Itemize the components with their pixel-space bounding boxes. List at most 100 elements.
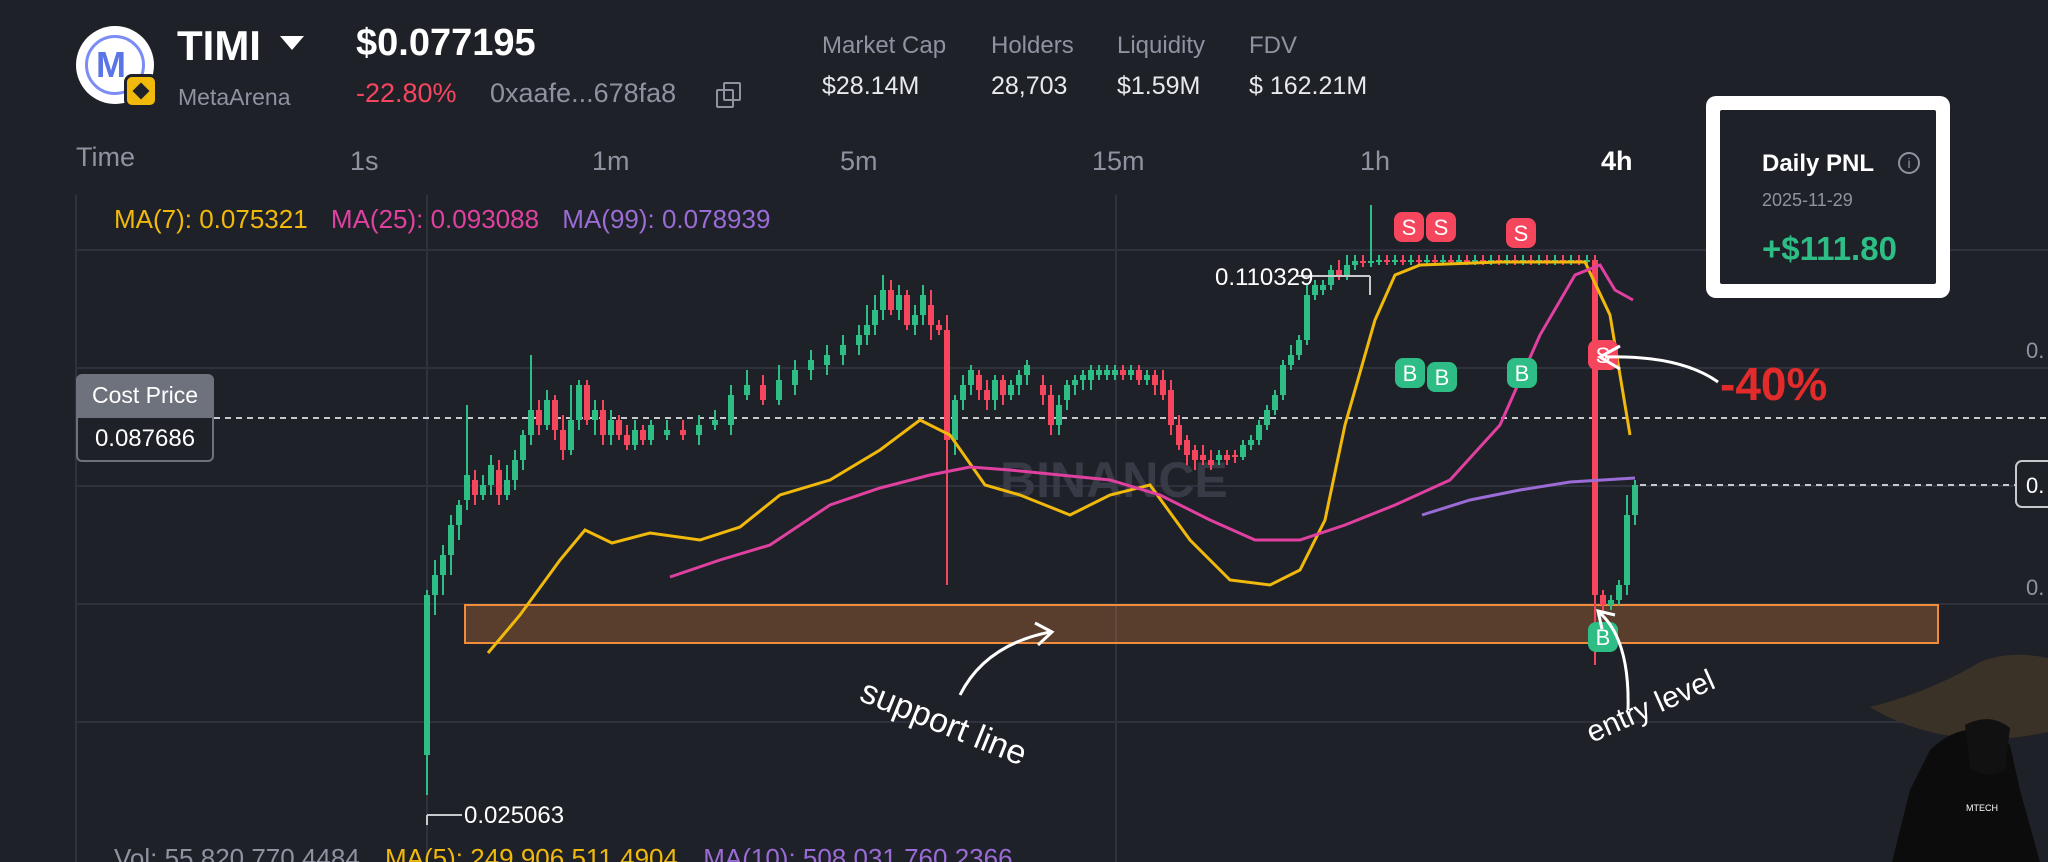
entry-arrow-head <box>1596 608 1616 630</box>
candle-body <box>1592 260 1598 595</box>
candle-body <box>1216 455 1222 460</box>
axis-label: 0. <box>2026 575 2044 600</box>
candle-body <box>1368 261 1374 263</box>
vol-ma10-label: MA(10): 508,031,760.2366 <box>703 843 1012 862</box>
candle-body <box>712 420 718 425</box>
candle-body <box>968 370 974 385</box>
stat-label-fdv: FDV <box>1249 32 1297 59</box>
candle-body <box>432 575 438 595</box>
tab-4h[interactable]: 4h <box>1601 146 1633 176</box>
buy-marker-badge <box>1588 622 1618 652</box>
copy-icon[interactable] <box>716 82 741 108</box>
candle-body <box>496 470 502 495</box>
buy-marker-label: B <box>1403 361 1418 386</box>
candle-body <box>928 305 934 325</box>
candle-body <box>1632 485 1638 515</box>
candle-body <box>1360 261 1366 263</box>
entry-arrow <box>1598 611 1630 711</box>
high-label: 0.110329 <box>1215 264 1313 291</box>
tab-1s[interactable]: 1s <box>350 146 379 176</box>
candle-body <box>488 465 494 485</box>
support-zone <box>464 604 1939 644</box>
candle-body <box>1408 260 1414 262</box>
bnb-chain-icon <box>124 74 158 108</box>
caret-down-icon[interactable] <box>280 36 304 50</box>
candle-body <box>944 330 950 440</box>
candle-body <box>464 475 470 500</box>
tab-15m[interactable]: 15m <box>1092 146 1145 176</box>
vol-label: Vol: 55,820,770.4484 <box>114 843 360 862</box>
sell-marker: S <box>1506 218 1536 248</box>
token-logo: M <box>76 26 154 104</box>
candle-body <box>584 385 590 420</box>
tab-1h[interactable]: 1h <box>1360 146 1391 176</box>
candle-body <box>1096 370 1102 375</box>
support-arrow-head <box>1034 621 1055 647</box>
candle-body <box>1120 370 1126 375</box>
candle-body <box>1400 260 1406 262</box>
drop-arrow-head <box>1596 344 1621 371</box>
candle-body <box>824 355 830 365</box>
candle-body <box>1392 260 1398 262</box>
token-symbol[interactable]: TIMI <box>177 22 261 69</box>
sell-marker: S <box>1426 212 1456 242</box>
contract-address: 0xaafe...678fa8 <box>490 78 677 108</box>
candle-body <box>992 380 998 400</box>
candle-body <box>1056 405 1062 425</box>
sell-marker-badge <box>1506 218 1536 248</box>
candle-body <box>1456 260 1462 262</box>
tab-1m[interactable]: 1m <box>592 146 630 176</box>
candle-body <box>1440 260 1446 262</box>
vol-ma5-label: MA(5): 249,906,511.4904 <box>385 843 678 862</box>
drop-label: -40% <box>1720 358 1827 410</box>
candle-body <box>912 315 918 325</box>
sell-marker-badge <box>1426 212 1456 242</box>
candle-body <box>904 295 910 325</box>
candle-body <box>1280 365 1286 395</box>
candle-body <box>1088 370 1094 380</box>
buy-marker-label: B <box>1515 361 1530 386</box>
token-price: $0.077195 <box>356 22 536 64</box>
candle-body <box>1448 260 1454 262</box>
candle-body <box>1424 260 1430 262</box>
candle-body <box>576 385 582 420</box>
candlestick-chart[interactable]: BINANCE 0.110329 0.025063 S S SSB B BB suppo… <box>0 195 2048 862</box>
candle-body <box>1600 595 1606 605</box>
candle-body <box>680 430 686 435</box>
candle-body <box>1344 265 1350 275</box>
candle-body <box>1352 261 1358 265</box>
sell-marker: S <box>1394 212 1424 242</box>
candle-body <box>528 410 534 435</box>
candle-body <box>952 400 958 440</box>
candle-body <box>440 555 446 575</box>
candle-body <box>1128 370 1134 375</box>
candle-body <box>1608 600 1614 605</box>
candle-body <box>1192 450 1198 460</box>
candle-body <box>856 335 862 345</box>
sell-marker-badge <box>1394 212 1424 242</box>
candle-body <box>1104 370 1110 375</box>
candle-body <box>520 435 526 460</box>
candle-body <box>1624 515 1630 585</box>
candle-body <box>1208 460 1214 465</box>
candle-body <box>1312 285 1318 295</box>
candle-body <box>896 295 902 310</box>
tab-5m[interactable]: 5m <box>840 146 878 176</box>
candle-body <box>976 375 982 390</box>
time-label: Time <box>76 142 135 172</box>
candle-body <box>1320 285 1326 290</box>
trade-markers: S S SSB B BB <box>1394 212 1618 652</box>
candle-body <box>552 400 558 430</box>
volume-legend: Vol: 55,820,770.4484 MA(5): 249,906,511.… <box>114 843 1013 862</box>
candle-body <box>1000 380 1006 395</box>
info-icon[interactable]: i <box>1898 152 1920 174</box>
stat-label-liquidity: Liquidity <box>1117 32 1206 59</box>
candle-body <box>1256 425 1262 440</box>
candle-body <box>1184 440 1190 455</box>
candle-body <box>568 420 574 450</box>
support-arrow <box>958 630 1051 696</box>
candle-body <box>648 425 654 440</box>
stat-label-market-cap: Market Cap <box>822 32 947 59</box>
candle-body <box>1472 260 1478 262</box>
ma99-label: MA(99): 0.078939 <box>562 204 771 234</box>
